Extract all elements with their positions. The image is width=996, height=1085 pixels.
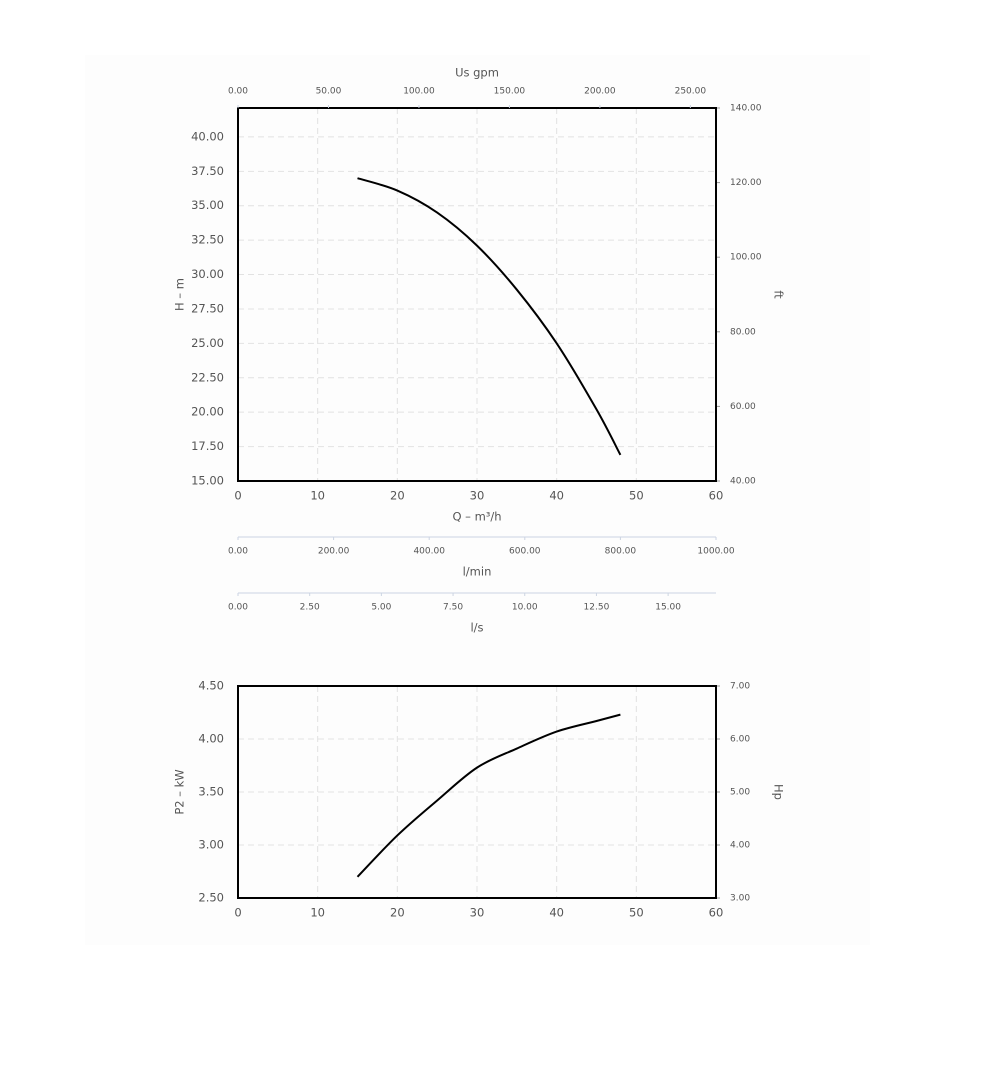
- secondary-tick-label: 200.00: [318, 547, 350, 557]
- x-tick-label: 60: [709, 489, 724, 503]
- secondary-axis-title: l/s: [470, 621, 483, 635]
- y2-tick-label: 60.00: [730, 402, 756, 412]
- x-tick-label: 30: [470, 489, 485, 503]
- y-tick-label: 15.00: [191, 474, 224, 488]
- x-tick-label: 10: [310, 906, 325, 920]
- x-tick-label: 30: [470, 906, 485, 920]
- secondary-tick-label: 150.00: [494, 87, 526, 97]
- secondary-tick-label: 1000.00: [697, 547, 734, 557]
- y2-tick-label: 5.00: [730, 788, 750, 798]
- x-axis-title: Q – m³/h: [452, 510, 501, 524]
- secondary-tick-label: 10.00: [512, 603, 538, 613]
- y-tick-label: 27.50: [191, 301, 224, 315]
- y-tick-label: 37.50: [191, 164, 224, 178]
- x-tick-label: 0: [234, 489, 241, 503]
- secondary-tick-label: 600.00: [509, 547, 541, 557]
- secondary-tick-label: 0.00: [228, 87, 248, 97]
- curve: [356, 713, 621, 878]
- y-tick-label: 32.50: [191, 233, 224, 247]
- y2-axis-title: ft: [772, 290, 786, 299]
- x-tick-label: 20: [390, 906, 405, 920]
- y-tick-label: 25.00: [191, 336, 224, 350]
- y-tick-label: 3.50: [198, 785, 224, 799]
- y-axis-title: H – m: [173, 278, 187, 311]
- x-tick-label: 10: [310, 489, 325, 503]
- y-tick-label: 3.00: [198, 838, 224, 852]
- y2-tick-label: 3.00: [730, 894, 750, 904]
- y2-tick-label: 80.00: [730, 327, 756, 337]
- x-tick-label: 40: [549, 489, 564, 503]
- secondary-tick-label: 50.00: [316, 87, 342, 97]
- plot-border: [237, 685, 717, 899]
- y-tick-label: 22.50: [191, 370, 224, 384]
- y-tick-label: 40.00: [191, 129, 224, 143]
- x-tick-label: 20: [390, 489, 405, 503]
- secondary-tick-label: 250.00: [675, 87, 707, 97]
- secondary-axis-title: Us gpm: [455, 66, 499, 80]
- secondary-tick-label: 12.50: [584, 603, 610, 613]
- y2-tick-label: 140.00: [730, 104, 762, 114]
- y-tick-label: 20.00: [191, 405, 224, 419]
- secondary-tick-label: 15.00: [655, 603, 681, 613]
- secondary-tick-label: 800.00: [605, 547, 637, 557]
- secondary-tick-label: 400.00: [413, 547, 445, 557]
- y2-tick-label: 6.00: [730, 735, 750, 745]
- curve: [357, 177, 622, 456]
- x-tick-label: 40: [549, 906, 564, 920]
- y2-tick-label: 100.00: [730, 253, 762, 263]
- y-tick-label: 2.50: [198, 891, 224, 905]
- secondary-tick-label: 200.00: [584, 87, 616, 97]
- x-tick-label: 0: [234, 906, 241, 920]
- secondary-tick-label: 0.00: [228, 603, 248, 613]
- secondary-tick-label: 0.00: [228, 547, 248, 557]
- y-tick-label: 4.00: [198, 732, 224, 746]
- y2-axis-title: Hp: [772, 784, 786, 800]
- secondary-tick-label: 5.00: [371, 603, 391, 613]
- y2-tick-label: 40.00: [730, 477, 756, 487]
- y2-tick-label: 4.00: [730, 841, 750, 851]
- y2-tick-label: 120.00: [730, 178, 762, 188]
- secondary-tick-label: 7.50: [443, 603, 463, 613]
- y2-tick-label: 7.00: [730, 682, 750, 692]
- y-tick-label: 4.50: [198, 679, 224, 693]
- y-tick-label: 17.50: [191, 439, 224, 453]
- x-tick-label: 50: [629, 906, 644, 920]
- y-tick-label: 30.00: [191, 267, 224, 281]
- y-tick-label: 35.00: [191, 198, 224, 212]
- x-tick-label: 50: [629, 489, 644, 503]
- y-axis-title: P2 – kW: [173, 769, 187, 814]
- x-tick-label: 60: [709, 906, 724, 920]
- secondary-tick-label: 2.50: [300, 603, 320, 613]
- plot-border: [237, 107, 717, 482]
- secondary-tick-label: 100.00: [403, 87, 435, 97]
- secondary-axis-title: l/min: [463, 565, 492, 579]
